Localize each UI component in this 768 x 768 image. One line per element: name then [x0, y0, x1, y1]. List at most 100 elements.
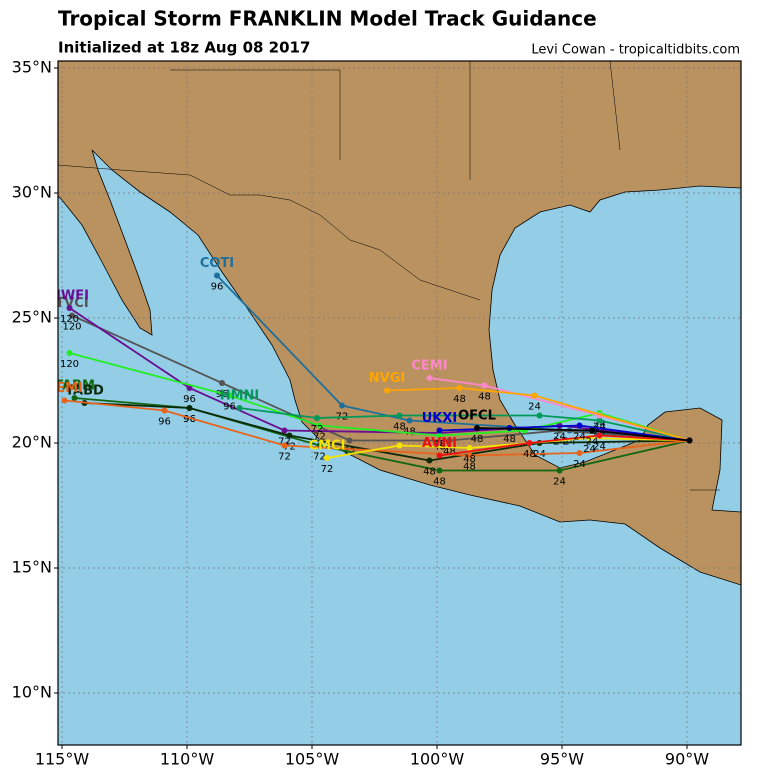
- track-point: [556, 467, 563, 474]
- model-label: TABM: [54, 379, 95, 394]
- track-point: [314, 415, 320, 421]
- track-point: [596, 432, 603, 439]
- hour-label: 24: [586, 437, 599, 448]
- hour-label: 96: [183, 414, 196, 425]
- track-point: [339, 402, 345, 409]
- model-label: OFCL: [458, 409, 496, 424]
- model-label: CMCI: [309, 439, 346, 454]
- hour-label: 24: [573, 459, 586, 470]
- track-point: [426, 375, 433, 381]
- hour-label: 48: [453, 394, 466, 405]
- track-line: [71, 314, 690, 442]
- model-label: AVNI: [422, 436, 457, 451]
- hour-label: 48: [463, 462, 476, 473]
- track-line: [439, 434, 690, 457]
- hour-label: 24: [573, 432, 586, 443]
- hour-label: 120: [60, 359, 79, 370]
- lat-label: 25°N: [12, 308, 52, 327]
- grid: [58, 61, 741, 745]
- hour-label: 96: [158, 417, 171, 428]
- hour-label: 48: [478, 392, 491, 403]
- track-point: [346, 437, 353, 444]
- track-point: [281, 442, 288, 449]
- land: [58, 61, 741, 586]
- track-point: [286, 432, 293, 439]
- hour-label: 24: [593, 422, 606, 433]
- lat-label: 10°N: [12, 683, 52, 702]
- lat-label: 30°N: [12, 183, 52, 202]
- hour-label: 48: [433, 477, 446, 488]
- track-point: [481, 382, 488, 389]
- hour-label: 48: [463, 454, 476, 465]
- hour-label: 96: [216, 389, 229, 400]
- hour-label: 96: [223, 402, 236, 413]
- credit: Levi Cowan - tropicaltidbits.com: [531, 43, 740, 58]
- track-point: [596, 417, 603, 424]
- track-point: [526, 440, 533, 446]
- ticks: 10°N 15°N 20°N 25°N 30°N 35°N 115°W 110°W 105°W 1…: [12, 58, 710, 768]
- hour-label: 24: [553, 477, 566, 488]
- hour-label: 96: [211, 282, 224, 293]
- track-point: [396, 442, 403, 449]
- hour-label: 48: [503, 434, 516, 445]
- track-point: [186, 385, 193, 391]
- hour-label: 72: [278, 452, 291, 463]
- hour-label: 120: [62, 322, 81, 333]
- tracks: 24 48 72 96 COTI 24 48 72 96 120 TVCI 24 48 72 96 120 HW…: [46, 256, 693, 488]
- track-point: [226, 392, 233, 399]
- lat-label: 20°N: [12, 433, 52, 452]
- map-frame: [57, 60, 742, 746]
- track-point: [436, 427, 443, 434]
- hour-label: 48: [423, 467, 436, 478]
- hour-label: 96: [183, 394, 196, 405]
- hour-label: 120: [60, 314, 79, 325]
- hour-label: 24: [553, 432, 566, 443]
- track-point: [316, 422, 323, 429]
- model-label: AEMI: [46, 381, 83, 396]
- track-point: [71, 395, 78, 401]
- model-label: CEMI: [411, 359, 447, 374]
- hour-label: 72: [313, 432, 326, 443]
- track-line: [69, 307, 690, 442]
- track-point: [426, 457, 433, 464]
- track-point: [456, 385, 463, 391]
- lat-label: 15°N: [12, 558, 52, 577]
- hour-label: 72: [311, 424, 324, 435]
- track-point: [281, 427, 288, 434]
- lat-label: 35°N: [12, 58, 52, 77]
- title: Tropical Storm FRANKLIN Model Track Guid…: [58, 7, 597, 31]
- hour-label: 72: [321, 464, 334, 475]
- hour-label: 24: [593, 442, 606, 453]
- track-line: [84, 402, 690, 462]
- hour-label: 48: [523, 449, 536, 460]
- model-label: UKXI: [422, 411, 458, 426]
- track-point: [466, 452, 473, 459]
- hour-label: 96: [183, 414, 196, 425]
- hour-label: 24: [593, 419, 606, 430]
- track-point: [686, 437, 693, 444]
- hour-label: 48: [393, 422, 406, 433]
- track-point: [436, 467, 443, 474]
- lon-label: 90°W: [665, 750, 709, 768]
- track-point: [219, 380, 225, 386]
- track-point: [236, 405, 243, 411]
- hour-label: 48: [443, 447, 456, 458]
- track-line: [386, 387, 690, 442]
- track-point: [66, 305, 73, 311]
- hour-label: 72: [278, 437, 291, 448]
- track-point: [589, 427, 595, 434]
- lon-label: 100°W: [410, 750, 465, 768]
- model-label: TABD: [65, 384, 104, 399]
- track-point: [466, 445, 473, 451]
- track-point: [186, 405, 193, 411]
- track-point: [576, 422, 583, 429]
- track-point: [436, 432, 443, 439]
- borders: [58, 61, 720, 491]
- map-area: [58, 61, 741, 745]
- model-label: HMNI: [220, 389, 260, 404]
- model-label: COTI: [200, 256, 234, 271]
- subtitle: Initialized at 18z Aug 08 2017: [58, 39, 310, 57]
- track-point: [446, 437, 453, 444]
- track-point: [536, 412, 543, 419]
- lon-label: 115°W: [35, 750, 90, 768]
